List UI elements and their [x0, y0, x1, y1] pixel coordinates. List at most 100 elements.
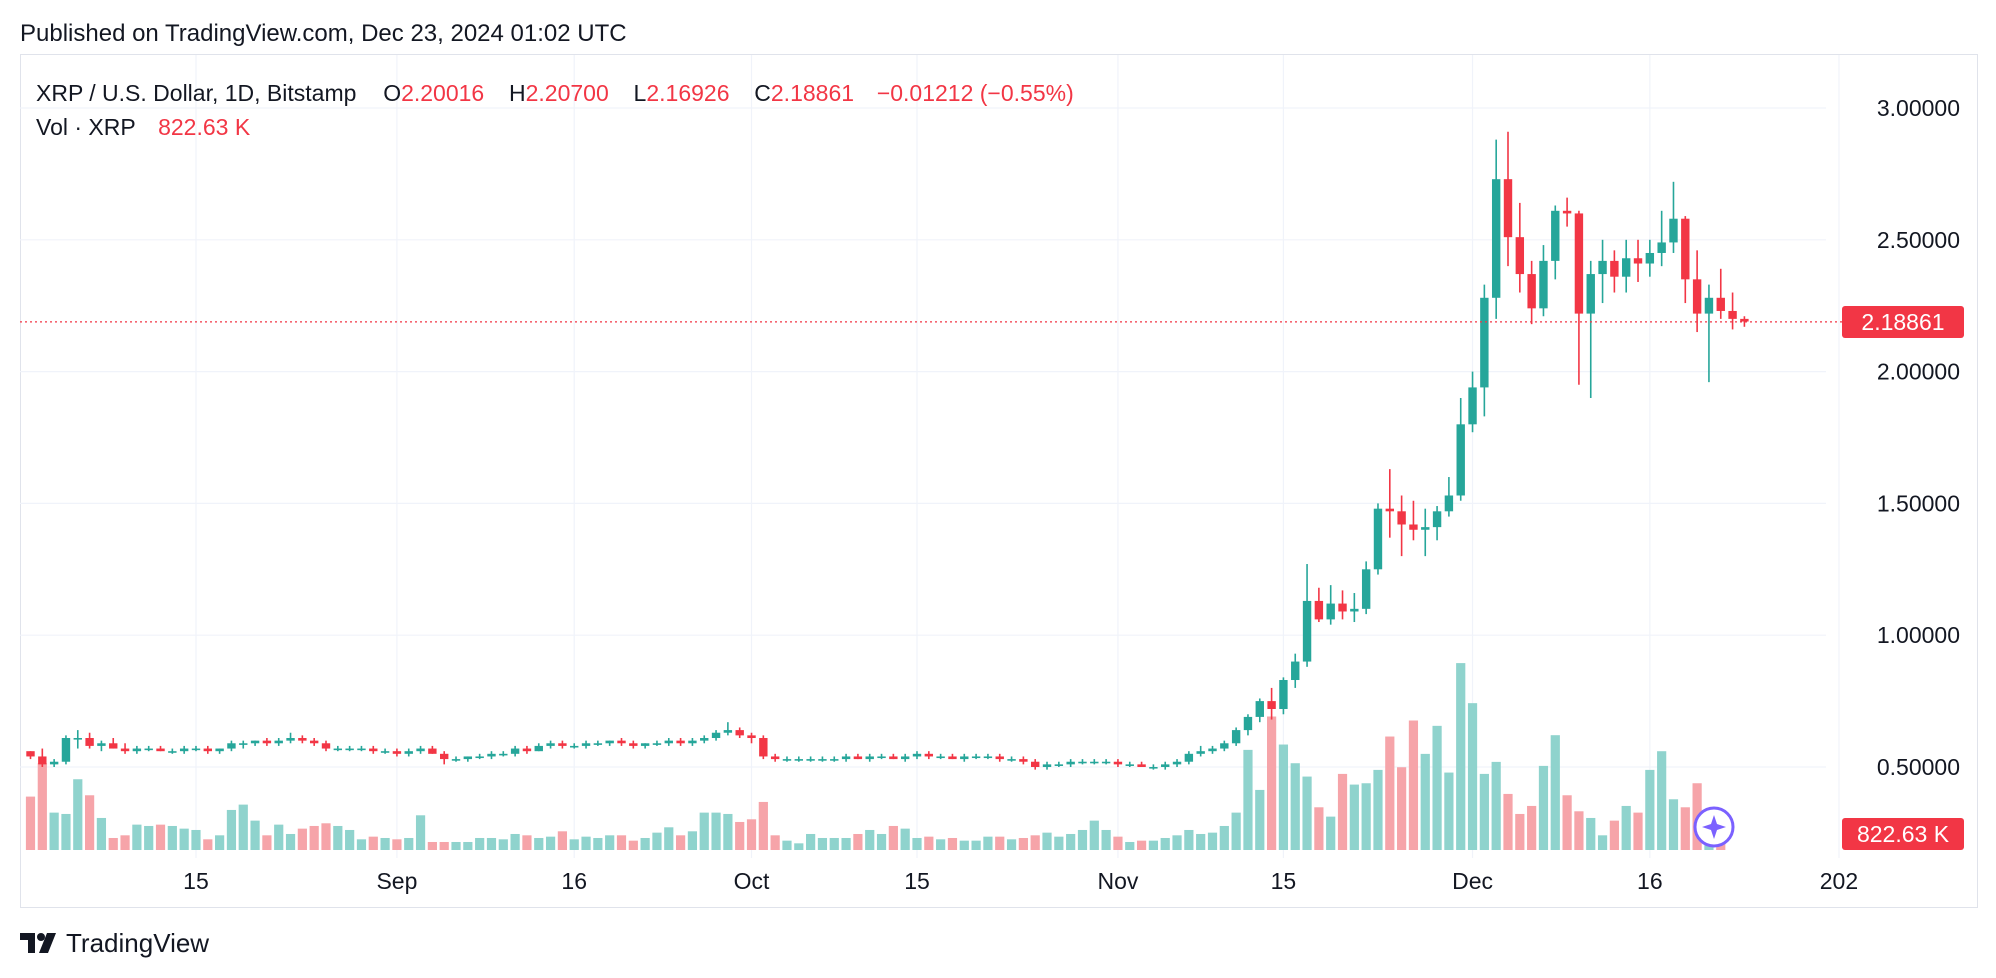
- volume-bar: [1066, 833, 1076, 850]
- volume-bar: [1089, 820, 1099, 850]
- candle-body: [1598, 260, 1607, 275]
- footer-brand-text: TradingView: [66, 927, 210, 958]
- candle: [309, 738, 319, 746]
- candle: [1338, 590, 1347, 620]
- candle: [1681, 216, 1690, 304]
- candle: [995, 753, 1004, 762]
- candle: [357, 745, 366, 752]
- volume-bar: [73, 779, 83, 850]
- volume-bar: [628, 840, 638, 850]
- candle-body: [570, 745, 579, 748]
- candle-body: [286, 738, 295, 741]
- volume-bar: [132, 824, 142, 850]
- candle: [1361, 561, 1371, 615]
- candle: [179, 745, 189, 754]
- candle: [581, 740, 591, 749]
- candle: [1551, 205, 1560, 280]
- candle: [1421, 508, 1430, 557]
- candle-body: [262, 740, 272, 744]
- candle-body: [132, 748, 142, 752]
- candle-body: [1078, 761, 1087, 764]
- volume-bar: [995, 836, 1005, 850]
- candle-body: [1480, 297, 1489, 388]
- candle: [900, 753, 910, 762]
- candle: [191, 745, 201, 752]
- volume-bar: [983, 836, 993, 850]
- volume-bar: [120, 835, 130, 850]
- candle-body: [652, 743, 662, 745]
- volume-label[interactable]: Vol · XRP: [36, 114, 136, 140]
- volume-bar: [1645, 769, 1655, 850]
- volume-bar: [238, 804, 248, 850]
- volume-bar: [534, 837, 544, 850]
- candle-body: [546, 743, 555, 746]
- volume-bar: [37, 763, 47, 850]
- volume-bar: [155, 824, 166, 850]
- x-tick-label: 15: [1271, 868, 1297, 894]
- candle: [1562, 197, 1572, 227]
- candle: [1019, 756, 1028, 765]
- candle-body: [61, 738, 71, 762]
- volume-bar: [616, 835, 627, 850]
- candle: [298, 735, 307, 744]
- x-tick-label: 15: [904, 868, 930, 894]
- symbol-label[interactable]: XRP / U.S. Dollar, 1D, Bitstamp: [36, 80, 357, 106]
- volume-bar: [262, 835, 272, 850]
- volume-bar: [912, 837, 922, 850]
- volume-bar: [959, 840, 969, 850]
- volume-bar: [1255, 789, 1265, 850]
- sparkle-icon[interactable]: [1693, 806, 1735, 848]
- candle-body: [1042, 764, 1052, 767]
- candle: [1385, 469, 1394, 538]
- x-tick-label: Sep: [376, 868, 417, 894]
- volume-bar: [203, 839, 213, 850]
- y-tick-label: 1.50000: [1877, 490, 1960, 516]
- candle: [877, 753, 886, 760]
- candle: [475, 753, 484, 760]
- y-tick-label: 1.00000: [1877, 622, 1960, 648]
- candle: [1740, 316, 1749, 327]
- y-tick-label: 0.50000: [1877, 754, 1960, 780]
- candle-body: [605, 740, 614, 744]
- candle: [49, 759, 59, 767]
- candle-body: [1373, 508, 1383, 570]
- candle: [664, 738, 673, 746]
- candlestick-chart[interactable]: 3.00000 2.50000 2.00000 1.50000 1.00000 0.500…: [0, 0, 1996, 910]
- candle: [1598, 239, 1607, 304]
- footer-brand[interactable]: TradingView: [20, 926, 209, 960]
- candle: [380, 748, 390, 754]
- candle-body: [428, 748, 437, 754]
- close-label: C: [754, 80, 771, 106]
- chart-legend: XRP / U.S. Dollar, 1D, Bitstamp O2.20016…: [36, 76, 1074, 144]
- volume-bar: [380, 837, 390, 850]
- x-tick-label: Dec: [1452, 868, 1493, 894]
- candle-body: [369, 748, 378, 752]
- volume-bar: [1184, 829, 1194, 850]
- candle-body: [912, 753, 922, 757]
- candle-body: [38, 756, 47, 765]
- candle: [1161, 761, 1170, 770]
- candle: [1633, 239, 1643, 282]
- candle: [700, 735, 709, 744]
- candle-body: [794, 759, 803, 761]
- volume-bar: [1373, 769, 1383, 850]
- price-badge: 2.18861: [1842, 306, 1964, 338]
- candle-body: [85, 738, 94, 746]
- candle-body: [1361, 569, 1371, 609]
- volume-bar: [1314, 807, 1324, 850]
- candle: [640, 743, 650, 749]
- candle-body: [227, 743, 236, 749]
- candle: [830, 756, 839, 762]
- candle-body: [1444, 495, 1454, 512]
- candle: [227, 740, 236, 752]
- volume-bar: [427, 841, 437, 850]
- candle: [73, 730, 82, 749]
- candle: [1090, 759, 1099, 765]
- x-tick-label: 202: [1820, 868, 1858, 894]
- candle-body: [179, 748, 189, 752]
- volume-bar: [1077, 829, 1088, 850]
- candle-body: [948, 756, 957, 760]
- volume-bar: [829, 837, 839, 850]
- volume-bar: [1136, 840, 1147, 850]
- candle-body: [723, 730, 733, 733]
